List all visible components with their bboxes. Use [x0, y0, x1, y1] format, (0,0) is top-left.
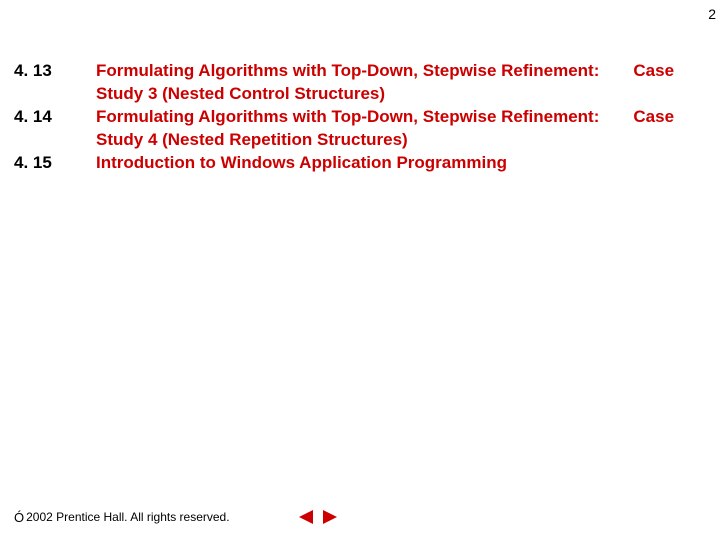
section-number: 4. 13	[14, 60, 96, 106]
page-number: 2	[708, 6, 716, 22]
toc-row: 4. 13 Formulating Algorithms with Top-Do…	[14, 60, 696, 106]
triangle-right-icon	[321, 509, 339, 525]
triangle-left-icon	[297, 509, 315, 525]
copyright-symbol: Ó	[14, 510, 24, 525]
toc-row: 4. 14 Formulating Algorithms with Top-Do…	[14, 106, 696, 152]
copyright-text: Ó 2002 Prentice Hall. All rights reserve…	[14, 510, 230, 525]
section-number: 4. 15	[14, 152, 96, 175]
section-title: Formulating Algorithms with Top-Down, St…	[96, 106, 696, 152]
next-button[interactable]	[320, 508, 340, 526]
section-number: 4. 14	[14, 106, 96, 152]
footer: Ó 2002 Prentice Hall. All rights reserve…	[14, 508, 340, 526]
nav-buttons	[296, 508, 340, 526]
copyright-label: 2002 Prentice Hall. All rights reserved.	[26, 510, 229, 524]
toc-content: 4. 13 Formulating Algorithms with Top-Do…	[14, 60, 696, 175]
toc-row: 4. 15 Introduction to Windows Applicatio…	[14, 152, 696, 175]
section-title: Formulating Algorithms with Top-Down, St…	[96, 60, 696, 106]
prev-button[interactable]	[296, 508, 316, 526]
section-title: Introduction to Windows Application Prog…	[96, 152, 696, 175]
